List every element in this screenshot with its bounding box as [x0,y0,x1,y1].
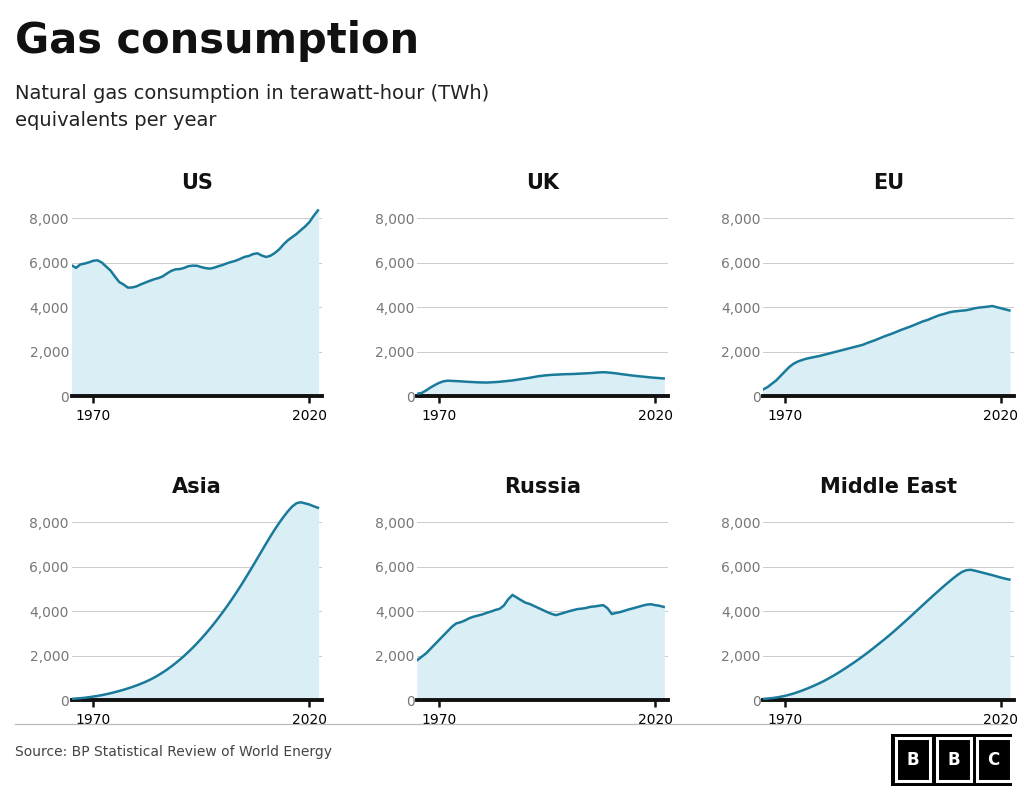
Title: Middle East: Middle East [820,477,957,497]
Title: US: US [181,173,213,193]
Bar [937,738,971,782]
Title: UK: UK [526,173,559,193]
Text: Source: BP Statistical Review of World Energy: Source: BP Statistical Review of World E… [15,745,333,759]
Title: Asia: Asia [172,477,222,497]
Text: Gas consumption: Gas consumption [15,20,420,62]
Text: B: B [947,750,961,769]
Text: B: B [906,750,919,769]
Bar [977,738,1011,782]
Text: Natural gas consumption in terawatt-hour (TWh)
equivalents per year: Natural gas consumption in terawatt-hour… [15,84,489,130]
Bar [896,738,930,782]
Title: EU: EU [872,173,904,193]
Text: C: C [987,750,999,769]
Title: Russia: Russia [504,477,582,497]
